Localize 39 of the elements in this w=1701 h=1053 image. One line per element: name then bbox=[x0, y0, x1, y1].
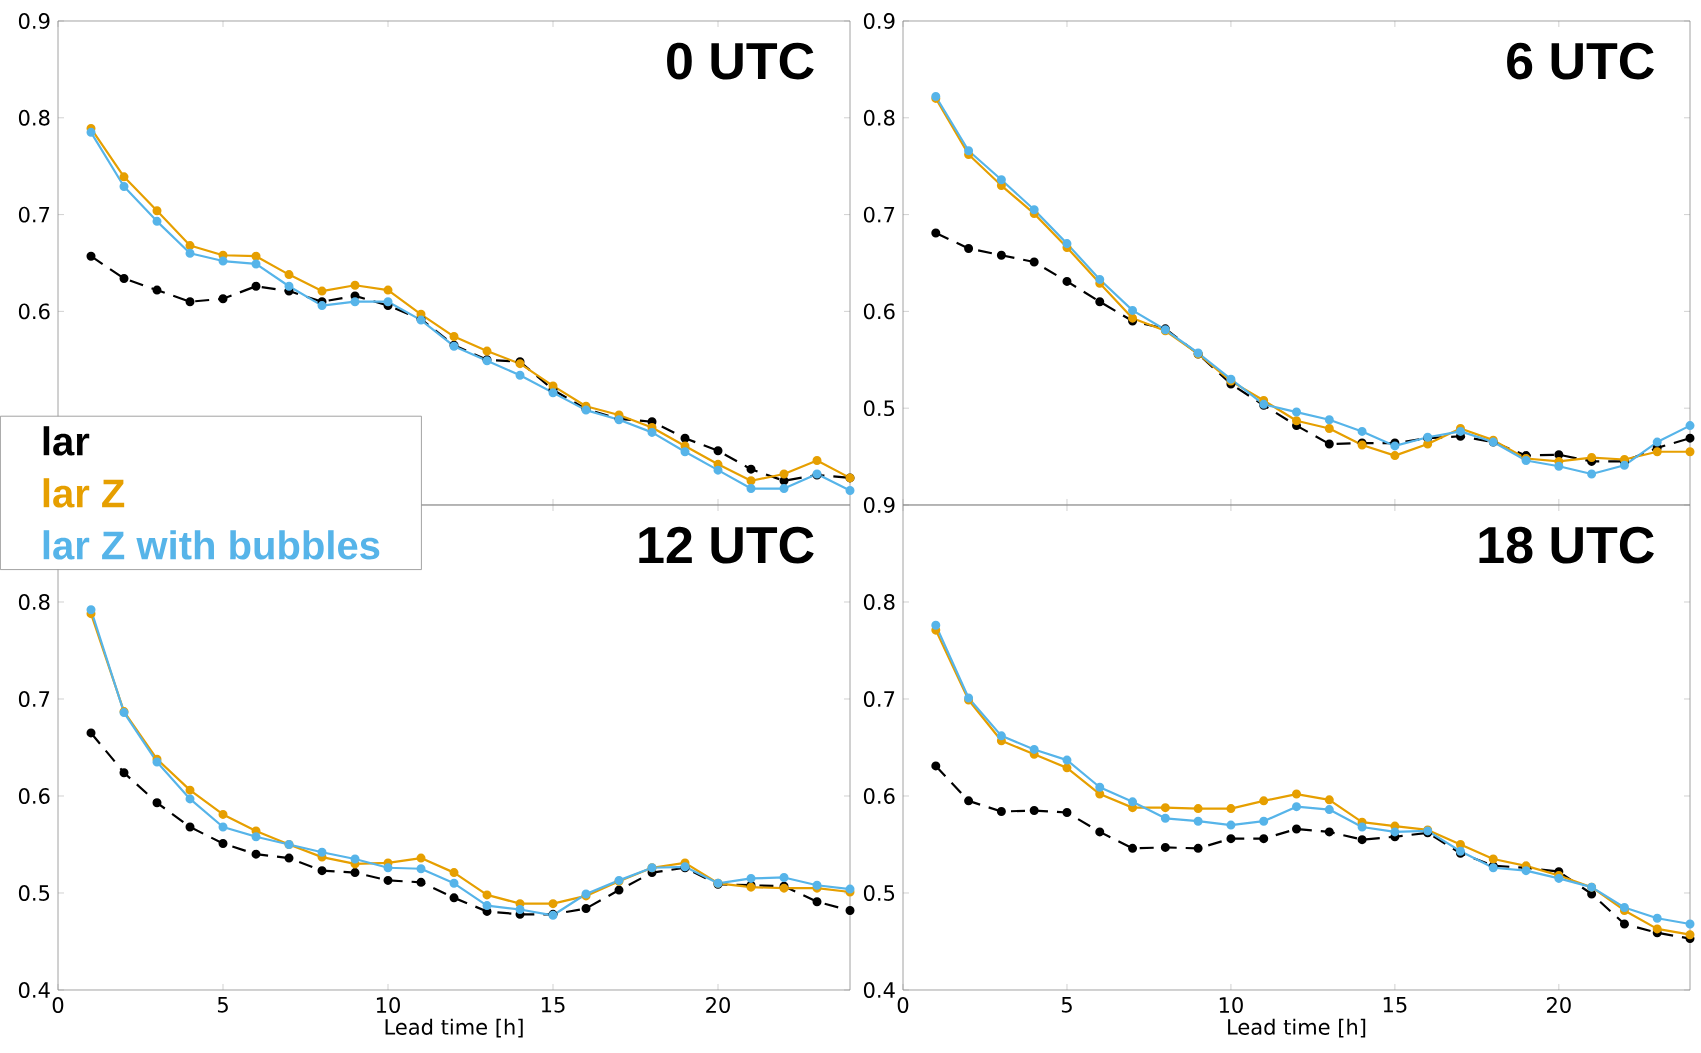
y-tick-label: 0.4 bbox=[18, 982, 50, 998]
x-axis-title: Lead time [h] bbox=[385, 1018, 523, 1038]
chart-title: 12 UTC bbox=[639, 526, 814, 564]
y-tick-label: 0.6 bbox=[863, 303, 895, 320]
y-tick-label: 0.9 bbox=[18, 13, 50, 29]
y-tick-label: 0.7 bbox=[863, 206, 895, 223]
x-tick-label: 0 bbox=[52, 997, 64, 1013]
y-tick-label: 0.9 bbox=[863, 13, 895, 29]
text: lar Z with bubbles bbox=[43, 530, 380, 560]
y-tick-label: 0.8 bbox=[863, 594, 895, 610]
chart-title: 18 UTC bbox=[1479, 526, 1654, 564]
text: lar bbox=[43, 426, 90, 456]
chart-title: 0 UTC bbox=[667, 42, 814, 80]
y-tick-label: 0.8 bbox=[863, 109, 895, 126]
y-tick-label: 0.7 bbox=[18, 691, 50, 707]
x-tick-label: 20 bbox=[1547, 997, 1571, 1013]
y-tick-label: 0.7 bbox=[18, 206, 50, 223]
x-tick-label: 10 bbox=[1219, 997, 1243, 1013]
y-tick-label: 0.4 bbox=[863, 982, 895, 998]
x-tick-label: 10 bbox=[376, 997, 400, 1013]
y-tick-label: 0.6 bbox=[18, 303, 50, 320]
y-tick-label: 0.5 bbox=[18, 885, 50, 901]
x-tick-label: 20 bbox=[706, 997, 730, 1013]
x-tick-label: 5 bbox=[1061, 997, 1072, 1013]
y-tick-label: 0.6 bbox=[18, 788, 50, 804]
x-axis-title: Lead time [h] bbox=[1228, 1018, 1366, 1038]
y-tick-label: 0.7 bbox=[863, 691, 895, 707]
x-tick-label: 0 bbox=[897, 997, 909, 1013]
x-tick-label: 15 bbox=[1383, 997, 1407, 1013]
y-tick-label: 0.8 bbox=[18, 109, 50, 126]
y-tick-label: 0.5 bbox=[863, 400, 895, 417]
x-tick-label: 15 bbox=[541, 997, 565, 1013]
y-tick-label: 0.9 bbox=[863, 497, 895, 513]
y-tick-label: 0.6 bbox=[863, 788, 895, 804]
x-tick-label: 5 bbox=[217, 997, 228, 1013]
y-tick-label: 0.5 bbox=[863, 885, 895, 901]
y-tick-label: 0.8 bbox=[18, 594, 50, 610]
chart-title: 6 UTC bbox=[1507, 42, 1654, 80]
text: lar Z bbox=[43, 478, 125, 508]
